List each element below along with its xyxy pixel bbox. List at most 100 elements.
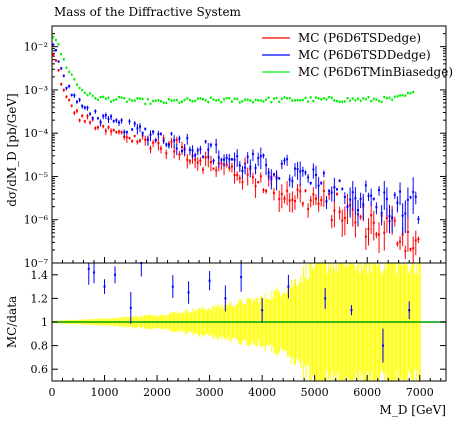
series-2 [52,36,415,106]
data-point [52,43,55,46]
data-point [370,99,373,102]
main-y-tick-label: 10⁻⁵ [24,170,48,183]
data-point [194,154,197,157]
data-point [378,188,381,191]
data-point [383,191,386,194]
ratio-point [381,344,384,347]
data-point [343,100,346,103]
data-point [233,97,236,100]
data-point [136,140,139,143]
data-point [401,94,404,97]
data-point [228,158,231,161]
data-point [212,159,215,162]
data-point [96,117,99,120]
x-tick-label: 2000 [143,386,171,399]
data-point [412,247,415,250]
data-point [272,191,275,194]
data-point [78,119,81,122]
data-point [262,154,265,157]
data-point [317,202,320,205]
data-point [83,91,86,94]
data-point [212,167,215,170]
data-point [96,98,99,101]
data-point [301,169,304,172]
data-point [283,159,286,162]
data-point [341,187,344,190]
data-point [254,185,257,188]
data-point [102,115,105,118]
data-point [70,73,73,76]
data-point [349,99,352,102]
data-point [81,105,84,108]
data-point [157,142,160,145]
data-point [291,99,294,102]
data-point [299,190,302,193]
data-point [230,158,233,161]
data-point [362,97,365,100]
ratio-y-tick-label: 1.4 [31,269,49,282]
data-point [241,100,244,103]
data-point [406,230,409,233]
ratio-point [240,276,243,279]
data-point [259,155,262,158]
x-ticks: 0 1000 2000 3000 4000 5000 6000 7000 [49,257,442,399]
data-point [280,192,283,195]
data-point [359,99,362,102]
data-point [404,249,407,252]
data-point [362,203,365,206]
data-point [152,141,155,144]
data-point [131,128,134,131]
data-point [349,198,352,201]
data-point [270,176,273,179]
data-point [343,195,346,198]
data-point [178,153,181,156]
data-point [191,100,194,103]
data-point [170,140,173,143]
data-point [175,138,178,141]
data-point [204,99,207,102]
data-point [412,91,415,94]
data-point [346,97,349,100]
data-point [167,98,170,101]
data-point [249,99,252,102]
data-point [359,215,362,218]
data-point [354,221,357,224]
ratio-point [324,297,327,300]
data-point [199,148,202,151]
data-point [244,166,247,169]
data-point [322,172,325,175]
data-point [414,239,417,242]
data-point [183,147,186,150]
data-point [152,100,155,103]
data-point [149,133,152,136]
data-point [120,119,123,122]
data-point [312,99,315,102]
data-point [385,216,388,219]
data-point [65,95,68,98]
data-point [196,161,199,164]
data-point [354,99,357,102]
data-point [230,165,233,168]
x-tick-label: 6000 [353,386,381,399]
x-tick-label: 3000 [196,386,224,399]
data-point [125,136,128,139]
data-point [133,99,136,102]
data-point [91,94,94,97]
chart-title: Mass of the Diffractive System [54,5,242,19]
data-point [351,191,354,194]
data-point [270,101,273,104]
ratio-y-tick-label: 0.6 [31,363,49,376]
data-point [304,189,307,192]
data-point [165,152,168,155]
data-point [288,199,291,202]
ratio-y-axis-label: MC/data [5,296,19,348]
data-point [60,67,63,70]
data-point [115,131,118,134]
data-point [370,194,373,197]
data-point [68,85,71,88]
data-point [257,157,260,160]
data-point [293,200,296,203]
data-point [202,168,205,171]
data-point [128,98,131,101]
data-point [68,98,71,101]
